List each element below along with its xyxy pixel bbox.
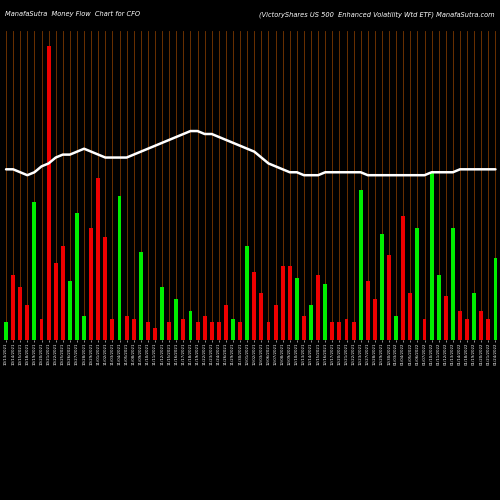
Bar [89,228,93,340]
Bar [338,322,342,340]
Bar [309,304,313,340]
Bar [132,320,136,340]
Bar [408,293,412,340]
Bar [61,246,64,340]
Bar [472,293,476,340]
Bar [437,276,440,340]
Text: ManafaSutra  Money Flow  Chart for CFO: ManafaSutra Money Flow Chart for CFO [5,11,140,17]
Bar [324,284,327,340]
Bar [366,281,370,340]
Bar [422,320,426,340]
Bar [231,320,235,340]
Bar [68,281,72,340]
Bar [486,320,490,340]
Bar [82,316,86,340]
Bar [18,287,22,340]
Bar [75,214,79,340]
Bar [416,228,420,340]
Bar [118,196,122,340]
Bar [288,266,292,340]
Bar [146,322,150,340]
Bar [458,310,462,340]
Bar [96,178,100,340]
Bar [104,237,108,340]
Bar [402,216,405,340]
Bar [160,287,164,340]
Bar [344,320,348,340]
Bar [40,320,44,340]
Bar [217,322,221,340]
Bar [202,316,206,340]
Bar [252,272,256,340]
Bar [274,304,278,340]
Bar [182,320,186,340]
Bar [316,276,320,340]
Bar [380,234,384,340]
Bar [167,322,171,340]
Bar [174,299,178,340]
Bar [124,316,128,340]
Bar [302,316,306,340]
Bar [260,293,264,340]
Bar [330,322,334,340]
Bar [238,322,242,340]
Bar [26,304,30,340]
Bar [387,254,391,340]
Bar [373,299,377,340]
Bar [465,320,469,340]
Bar [224,304,228,340]
Bar [430,172,434,340]
Bar [280,266,284,340]
Bar [451,228,455,340]
Bar [196,322,200,340]
Bar [110,320,114,340]
Bar [494,258,498,340]
Bar [139,252,143,340]
Bar [358,190,362,340]
Bar [11,276,15,340]
Bar [295,278,299,340]
Bar [210,322,214,340]
Bar [394,316,398,340]
Bar [54,264,58,340]
Bar [32,202,36,340]
Bar [46,46,50,340]
Bar [4,322,8,340]
Bar [352,322,356,340]
Bar [266,322,270,340]
Text: (VictoryShares US 500  Enhanced Volatility Wtd ETF) ManafaSutra.com: (VictoryShares US 500 Enhanced Volatilit… [260,11,495,18]
Bar [444,296,448,340]
Bar [188,310,192,340]
Bar [480,310,483,340]
Bar [246,246,249,340]
Bar [153,328,157,340]
